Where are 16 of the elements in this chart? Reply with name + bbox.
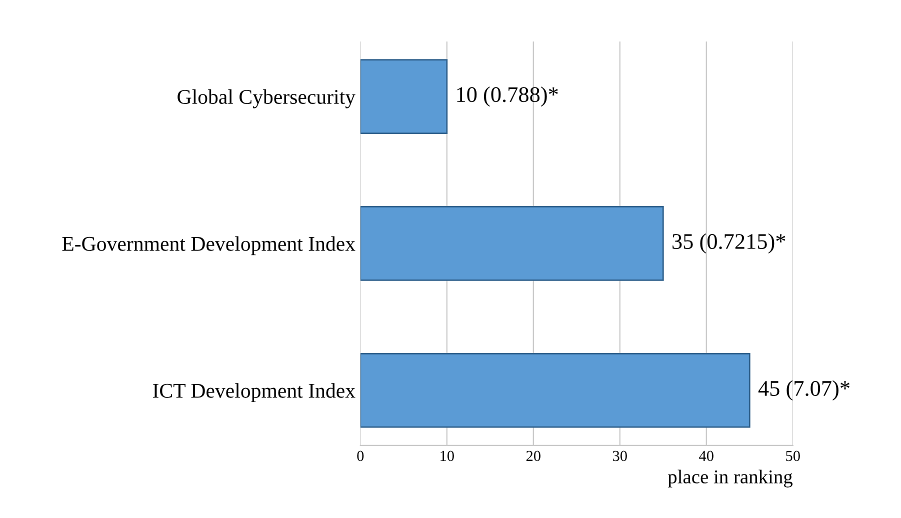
x-tick-label: 20 [526,450,540,462]
y-tick-label: Global Cybersecurity [178,89,356,108]
data-label: 35 (0.7215)* [672,233,786,254]
x-tick-label: 0 [357,450,364,462]
x-axis-title: place in ranking [668,470,793,488]
y-tick-label: E-Government Development Index [62,236,356,256]
x-tick-label: 50 [786,450,800,462]
data-label: 45 (7.07)* [758,380,850,400]
data-label: 10 (0.788)* [457,86,558,107]
bar [360,206,664,281]
x-tick-label: 10 [440,450,454,462]
x-tick-label: 30 [612,450,627,462]
y-tick-label: ICT Development Index [153,383,356,402]
x-tick-label: 40 [699,450,714,462]
bar [360,352,750,428]
bar [360,59,448,134]
